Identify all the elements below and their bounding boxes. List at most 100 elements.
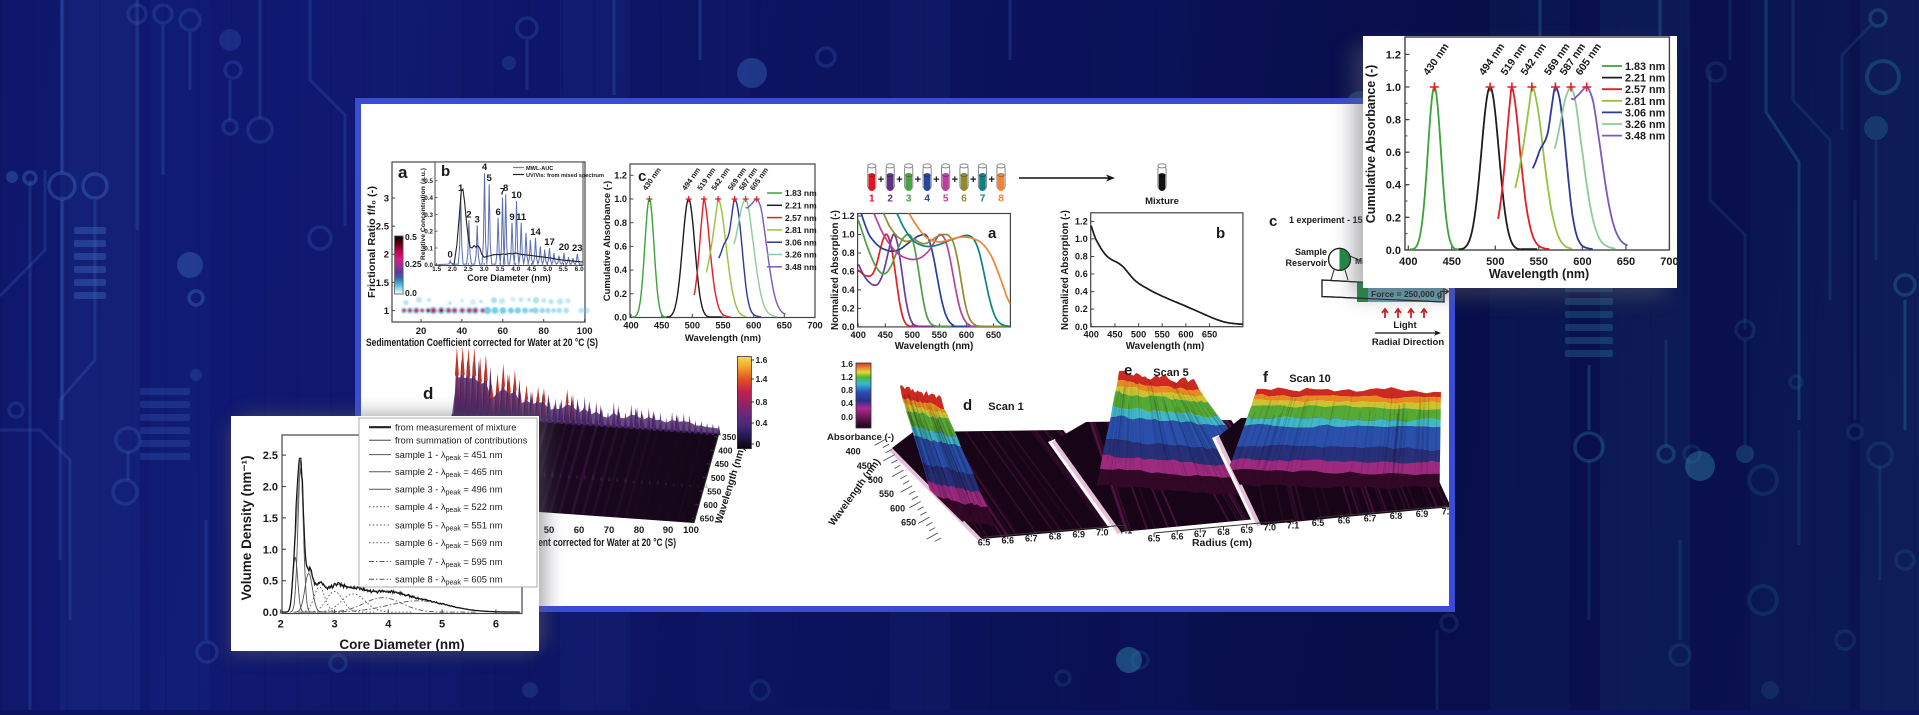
svg-text:0.3: 0.3 <box>424 212 433 219</box>
svg-text:b: b <box>1216 225 1225 242</box>
svg-text:11: 11 <box>516 212 527 223</box>
svg-text:500: 500 <box>905 330 920 340</box>
svg-text:+: + <box>933 174 939 186</box>
svg-text:550: 550 <box>1155 330 1170 340</box>
svg-text:Radial Direction: Radial Direction <box>1372 337 1445 348</box>
svg-text:Sample: Sample <box>1295 247 1327 257</box>
svg-text:Core Diameter (nm): Core Diameter (nm) <box>467 273 551 283</box>
svg-text:from summation of contribution: from summation of contributions <box>395 436 528 446</box>
svg-text:7.0: 7.0 <box>1264 523 1277 533</box>
svg-text:0.0: 0.0 <box>1386 245 1401 257</box>
svg-text:1.83 nm: 1.83 nm <box>1625 61 1665 73</box>
svg-text:450: 450 <box>715 459 729 469</box>
svg-text:Wavelength (nm): Wavelength (nm) <box>827 457 883 528</box>
svg-text:550: 550 <box>715 321 730 331</box>
svg-text:0.0: 0.0 <box>841 412 853 422</box>
svg-text:50: 50 <box>544 525 555 536</box>
svg-text:1.2: 1.2 <box>842 211 855 221</box>
svg-text:6.6: 6.6 <box>1171 531 1184 541</box>
svg-text:0.2: 0.2 <box>842 304 855 314</box>
svg-text:0.8: 0.8 <box>841 385 853 395</box>
svg-text:650: 650 <box>700 514 714 524</box>
svg-text:Frictional Ratio f/f₀ (-): Frictional Ratio f/f₀ (-) <box>367 186 378 298</box>
svg-text:40: 40 <box>457 326 468 337</box>
svg-text:Absorbance (-): Absorbance (-) <box>827 432 894 443</box>
svg-text:2: 2 <box>887 194 893 205</box>
svg-text:2.57 nm: 2.57 nm <box>785 213 817 223</box>
svg-text:6.0: 6.0 <box>575 266 584 273</box>
svg-text:Radius (cm): Radius (cm) <box>1192 537 1252 549</box>
svg-text:100: 100 <box>577 326 593 337</box>
svg-text:80: 80 <box>538 326 549 337</box>
svg-text:e: e <box>1124 362 1132 379</box>
svg-text:500: 500 <box>1486 256 1504 268</box>
svg-text:2.5: 2.5 <box>464 266 473 273</box>
svg-text:0: 0 <box>756 439 761 449</box>
svg-text:d: d <box>423 384 433 403</box>
svg-text:6.5: 6.5 <box>1148 534 1161 544</box>
svg-text:8: 8 <box>998 194 1004 205</box>
svg-text:2.0: 2.0 <box>448 266 457 273</box>
svg-text:3: 3 <box>331 619 337 631</box>
svg-text:2.0: 2.0 <box>263 482 278 494</box>
svg-text:0.2: 0.2 <box>1075 304 1088 314</box>
svg-text:4: 4 <box>924 194 930 205</box>
svg-text:1.0: 1.0 <box>1386 82 1401 94</box>
svg-text:400: 400 <box>851 330 866 340</box>
svg-text:7.0: 7.0 <box>1442 507 1449 517</box>
svg-text:+: + <box>988 174 994 186</box>
svg-text:400: 400 <box>846 447 861 457</box>
svg-text:1.83 nm: 1.83 nm <box>785 188 817 198</box>
svg-text:+: + <box>896 174 902 186</box>
svg-text:Wavelength (nm): Wavelength (nm) <box>895 341 974 352</box>
svg-text:80: 80 <box>634 525 645 536</box>
svg-text:2.57 nm: 2.57 nm <box>1625 84 1665 96</box>
svg-text:0.2: 0.2 <box>1386 212 1401 224</box>
svg-text:450: 450 <box>878 330 893 340</box>
svg-text:400: 400 <box>623 321 638 331</box>
svg-text:Scan 10: Scan 10 <box>1289 373 1331 385</box>
svg-text:Reservoir: Reservoir <box>1285 258 1327 268</box>
svg-text:600: 600 <box>1573 256 1591 268</box>
svg-text:Wavelength (nm): Wavelength (nm) <box>1126 341 1205 352</box>
svg-text:4.5: 4.5 <box>527 266 536 273</box>
svg-text:6.5: 6.5 <box>1312 518 1325 528</box>
svg-text:20: 20 <box>559 242 570 253</box>
svg-text:0.4: 0.4 <box>1386 180 1402 192</box>
svg-text:10: 10 <box>511 190 522 201</box>
svg-text:5: 5 <box>439 619 445 631</box>
svg-text:2.81 nm: 2.81 nm <box>1625 96 1665 108</box>
svg-text:7: 7 <box>980 194 986 205</box>
svg-text:Volume Density (nm⁻¹): Volume Density (nm⁻¹) <box>239 456 254 601</box>
svg-text:0.0: 0.0 <box>614 313 627 323</box>
svg-text:0.0: 0.0 <box>263 607 278 619</box>
svg-text:+: + <box>970 174 976 186</box>
svg-text:0.0: 0.0 <box>842 322 855 332</box>
svg-text:6.5: 6.5 <box>978 538 991 548</box>
svg-text:90: 90 <box>663 525 674 536</box>
svg-text:3.48 nm: 3.48 nm <box>785 262 817 272</box>
svg-text:400: 400 <box>1084 330 1099 340</box>
svg-text:0.8: 0.8 <box>756 397 768 407</box>
svg-text:6.8: 6.8 <box>1217 527 1230 537</box>
svg-text:3: 3 <box>906 194 912 205</box>
svg-text:Relative Concentration (a.u.): Relative Concentration (a.u.) <box>420 168 427 260</box>
svg-text:+: + <box>915 174 921 186</box>
svg-text:650: 650 <box>777 321 792 331</box>
svg-text:7.1: 7.1 <box>1287 521 1300 531</box>
svg-text:700: 700 <box>1660 256 1677 268</box>
svg-text:650: 650 <box>986 330 1001 340</box>
svg-text:4: 4 <box>482 162 488 173</box>
svg-text:7: 7 <box>500 187 505 198</box>
svg-text:Normalized Absorption (-): Normalized Absorption (-) <box>830 210 841 330</box>
svg-text:5: 5 <box>487 173 493 184</box>
svg-text:MWL-AUC: MWL-AUC <box>526 166 553 172</box>
svg-text:3.0: 3.0 <box>480 266 489 273</box>
svg-text:0.4: 0.4 <box>614 265 628 275</box>
svg-text:6.8: 6.8 <box>1390 511 1403 521</box>
svg-text:1.2: 1.2 <box>1386 49 1401 61</box>
svg-text:1.0: 1.0 <box>263 544 278 556</box>
svg-text:1.6: 1.6 <box>841 359 853 369</box>
svg-text:6.7: 6.7 <box>1194 529 1207 539</box>
svg-text:Scan 1: Scan 1 <box>988 401 1023 413</box>
